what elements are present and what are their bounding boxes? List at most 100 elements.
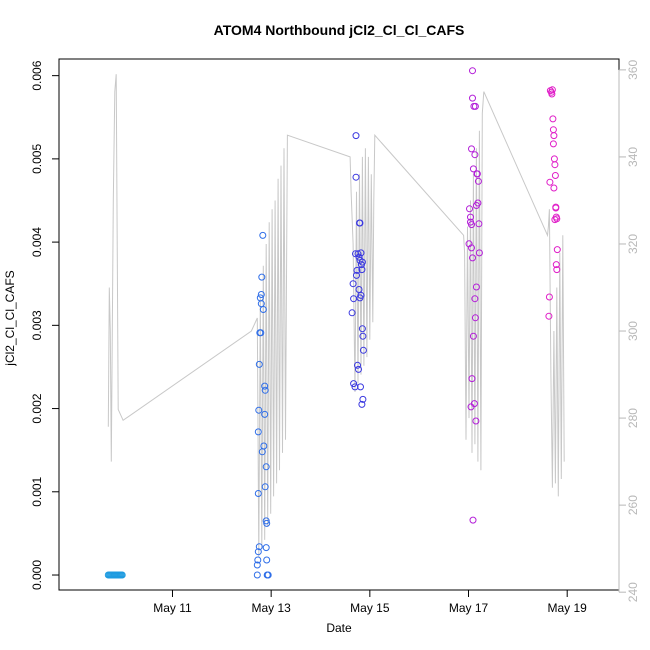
data-point [357,383,364,391]
x-tick-label: May 19 [548,601,588,615]
data-point [471,102,479,110]
data-point [552,261,560,269]
data-point [469,332,477,340]
data-point [261,410,269,418]
data-point [262,517,270,525]
data-point [254,490,262,497]
series-line-group [107,74,565,558]
y-tick-label: 0.005 [30,144,44,174]
y-tick-label: 0.006 [30,60,44,90]
series-line [107,74,565,558]
data-point [348,309,356,317]
data-point [469,516,477,524]
data-point [470,400,478,408]
y2-axis: 240 260 280 300 320 340 360 [618,60,640,602]
chart-title: ATOM4 Northbound jCl2_Cl_Cl_CAFS [214,22,465,38]
data-point [545,293,553,301]
data-point [548,90,556,98]
data-point [468,375,476,383]
data-point [545,312,553,320]
data-point [469,67,476,75]
data-point [358,266,366,274]
data-point [262,463,270,471]
data-point [257,291,265,298]
data-point [553,246,561,254]
x-tick-label: May 11 [153,601,192,615]
data-point [354,250,362,258]
y-tick-label: 0.002 [30,393,44,423]
data-point [471,314,479,322]
data-point [355,253,363,261]
data-point [469,94,476,102]
data-point [475,249,483,257]
data-point [255,360,263,368]
data-point [254,548,262,556]
data-point [549,126,557,134]
data-point [113,571,121,579]
data-point [474,199,482,207]
data-points-group [104,67,561,579]
data-point [551,172,559,179]
data-point [468,244,475,252]
data-point [355,286,363,293]
data-point [263,519,271,527]
data-point [357,249,365,257]
data-point [468,145,475,153]
data-point [468,221,475,229]
y2-tick-label: 280 [626,408,640,428]
x-axis-label: Date [326,621,352,635]
data-point [358,400,366,408]
y-tick-label: 0.000 [30,560,44,590]
y-axis-label: jCl2_Cl_Cl_CAFS [3,270,17,366]
x-axis: May 11 May 13 May 15 May 17 May 19 [153,589,588,615]
data-point [549,115,557,123]
x-tick-label: May 15 [350,601,390,615]
data-point [253,571,261,579]
data-point [469,165,477,173]
data-point [546,178,554,186]
data-point [353,271,360,279]
y2-tick-label: 340 [626,147,640,167]
data-point [261,382,269,390]
data-point [469,254,476,262]
data-point [115,571,123,579]
data-point [258,448,266,456]
data-point [551,161,559,169]
y2-tick-label: 320 [626,234,640,254]
data-point [353,266,361,274]
data-point [259,231,267,239]
y-tick-label: 0.003 [30,310,44,340]
y-tick-label: 0.004 [30,227,44,257]
y-tick-label: 0.001 [30,476,44,506]
data-point [254,556,262,564]
data-point [467,213,474,221]
data-point [259,306,267,313]
plot-frame [58,58,620,591]
data-point [349,280,357,288]
data-point [472,283,480,291]
data-point [474,177,482,185]
y2-tick-label: 360 [626,60,640,80]
data-point [472,417,480,425]
data-point [253,561,261,569]
y2-tick-label: 300 [626,321,640,341]
data-point [355,365,362,373]
data-point [548,86,556,94]
data-point [466,205,473,213]
data-point [350,380,358,388]
data-point [552,203,560,211]
x-tick-label: May 17 [449,601,489,615]
data-point [358,258,366,266]
data-point [473,170,481,178]
data-point [261,483,269,491]
data-point [471,295,479,303]
data-point [352,132,360,140]
data-point [550,184,558,192]
data-point [359,332,367,340]
x-tick-label: May 13 [251,601,291,615]
data-point [471,151,479,159]
data-point [262,544,270,552]
data-point [264,571,272,579]
data-point [354,361,361,369]
